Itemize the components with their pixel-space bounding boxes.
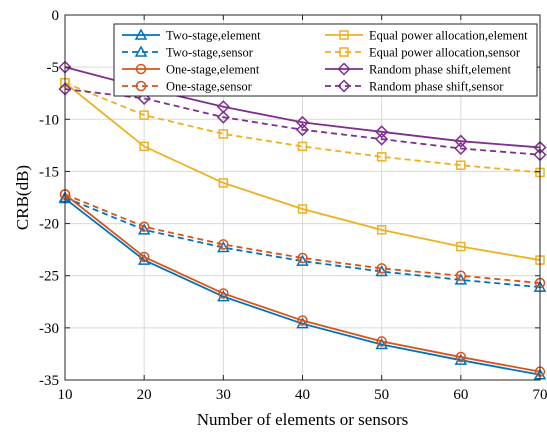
legend-label: Two-stage,element	[166, 29, 261, 43]
data-point-marker	[139, 110, 149, 120]
data-point-marker	[218, 239, 229, 250]
data-point-marker	[138, 221, 150, 232]
y-tick-label: -35	[39, 373, 59, 389]
data-point-marker	[375, 132, 389, 146]
data-point-marker	[137, 253, 151, 265]
y-tick-label: -20	[39, 217, 59, 233]
x-tick-label: 40	[295, 387, 310, 403]
x-tick-label: 10	[58, 387, 73, 403]
data-point-marker	[216, 110, 230, 124]
axis-ticks: 10 20 30 40 50 60 70 0 -5 -10 -15 -20 -25 -30 -35	[39, 8, 547, 403]
legend-marker	[134, 28, 148, 40]
data-point-marker	[455, 270, 467, 281]
legend-marker	[134, 45, 148, 57]
series-line	[64, 197, 541, 376]
data-point-marker	[217, 241, 230, 253]
data-point-marker	[137, 223, 151, 235]
legend-marker	[135, 63, 147, 75]
data-point-marker	[375, 337, 388, 350]
legend-item: Random phase shift,sensor	[325, 79, 504, 94]
data-point-marker	[138, 251, 150, 263]
series-7	[58, 82, 547, 162]
data-point-marker	[218, 288, 229, 299]
legend-item: Random phase shift,element	[325, 62, 512, 77]
series-line	[64, 196, 541, 289]
data-point-marker	[375, 264, 388, 277]
legend-item: Two-stage,element	[122, 28, 261, 43]
legend: Two-stage,element Two-stage,sensor One-sta…	[113, 23, 538, 97]
x-tick-label: 60	[453, 387, 468, 403]
legend-label: One-stage,sensor	[166, 80, 253, 94]
data-point-marker	[296, 317, 309, 329]
data-point-marker	[454, 353, 468, 365]
data-point-marker	[297, 315, 308, 326]
data-point-marker	[217, 290, 230, 302]
x-tick-label: 70	[533, 387, 547, 403]
legend-item: One-stage,element	[122, 63, 260, 77]
data-point-marker	[297, 141, 308, 152]
data-point-marker	[456, 160, 466, 170]
legend-item: One-stage,sensor	[122, 80, 253, 94]
data-point-marker	[376, 152, 387, 162]
series-line	[64, 82, 541, 261]
legend-label: Two-stage,sensor	[166, 46, 254, 60]
y-tick-label: -30	[39, 321, 59, 337]
y-tick-label: -25	[39, 269, 59, 285]
y-tick-label: -5	[47, 60, 60, 76]
legend-item: Equal power allocation,sensor	[325, 46, 521, 60]
y-tick-label: 0	[52, 8, 60, 24]
series-line	[64, 81, 541, 174]
data-point-marker	[218, 129, 229, 139]
data-point-marker	[376, 263, 387, 274]
legend-item: Two-stage,sensor	[122, 45, 254, 60]
x-tick-label: 20	[137, 387, 152, 403]
y-tick-label: -15	[39, 164, 59, 180]
legend-label: Random phase shift,element	[369, 63, 512, 77]
legend-marker	[135, 80, 147, 92]
x-axis-label: Number of elements or sensors	[197, 410, 409, 429]
legend-label: Equal power allocation,sensor	[369, 46, 521, 60]
data-point-marker	[296, 254, 309, 266]
data-point-marker	[295, 115, 310, 129]
y-axis-label: CRB(dB)	[13, 165, 32, 230]
legend-marker	[337, 79, 351, 93]
series-line	[64, 193, 541, 373]
series-lines	[58, 60, 547, 380]
data-point-marker	[218, 178, 229, 188]
legend-marker	[337, 62, 351, 76]
data-point-marker	[376, 336, 387, 347]
legend-marker	[339, 30, 349, 40]
series-line	[64, 88, 541, 156]
series-3	[59, 189, 546, 289]
x-tick-label: 50	[374, 387, 389, 403]
data-point-marker	[297, 204, 308, 214]
data-point-marker	[455, 351, 467, 363]
legend-item: Equal power allocation,element	[325, 29, 528, 43]
data-point-marker	[295, 123, 310, 137]
data-point-marker	[297, 252, 308, 264]
legend-box	[113, 23, 538, 97]
x-tick-label: 30	[216, 387, 231, 403]
legend-label: Equal power allocation,element	[369, 29, 528, 43]
legend-label: One-stage,element	[166, 63, 260, 77]
legend-label: Random phase shift,sensor	[369, 80, 504, 94]
data-point-marker	[137, 91, 151, 105]
data-point-marker	[454, 141, 468, 156]
data-point-marker	[456, 241, 466, 252]
y-tick-label: -10	[39, 112, 59, 128]
data-point-marker	[454, 134, 468, 148]
data-point-marker	[376, 225, 387, 235]
data-point-marker	[139, 141, 149, 152]
series-line	[64, 193, 541, 284]
legend-marker	[339, 47, 349, 57]
data-point-marker	[375, 125, 389, 139]
